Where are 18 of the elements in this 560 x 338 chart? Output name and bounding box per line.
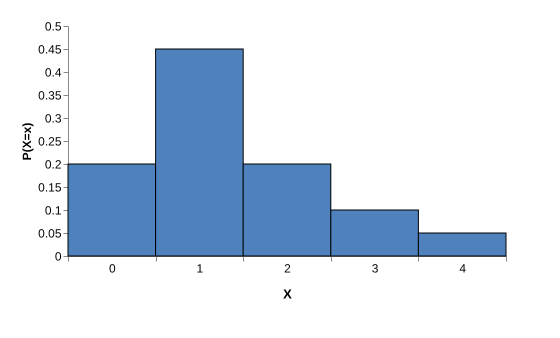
- y-tick-label: 0.35: [38, 88, 62, 102]
- y-tick-label: 0.1: [44, 204, 62, 218]
- x-tick-label: 0: [108, 262, 116, 276]
- y-tick-label: 0.2: [44, 158, 62, 172]
- y-tick-label: 0.25: [38, 134, 62, 148]
- x-tick-label: 4: [459, 262, 466, 276]
- x-tick-label: 3: [372, 262, 379, 276]
- x-tick-label: 1: [196, 262, 204, 276]
- y-tick-label: 0.05: [38, 226, 62, 240]
- y-tick-label: 0.4: [44, 66, 62, 80]
- y-tick-label: 0.45: [38, 42, 62, 56]
- y-tick-label: 0.3: [44, 112, 62, 126]
- y-tick-label: 0.5: [44, 20, 62, 34]
- y-tick-label: 0: [54, 250, 62, 264]
- y-tick-label: 0.15: [38, 180, 62, 194]
- x-axis-title: X: [283, 286, 292, 302]
- x-tick-label: 2: [284, 262, 292, 276]
- y-axis-title: P(X=x): [20, 122, 34, 160]
